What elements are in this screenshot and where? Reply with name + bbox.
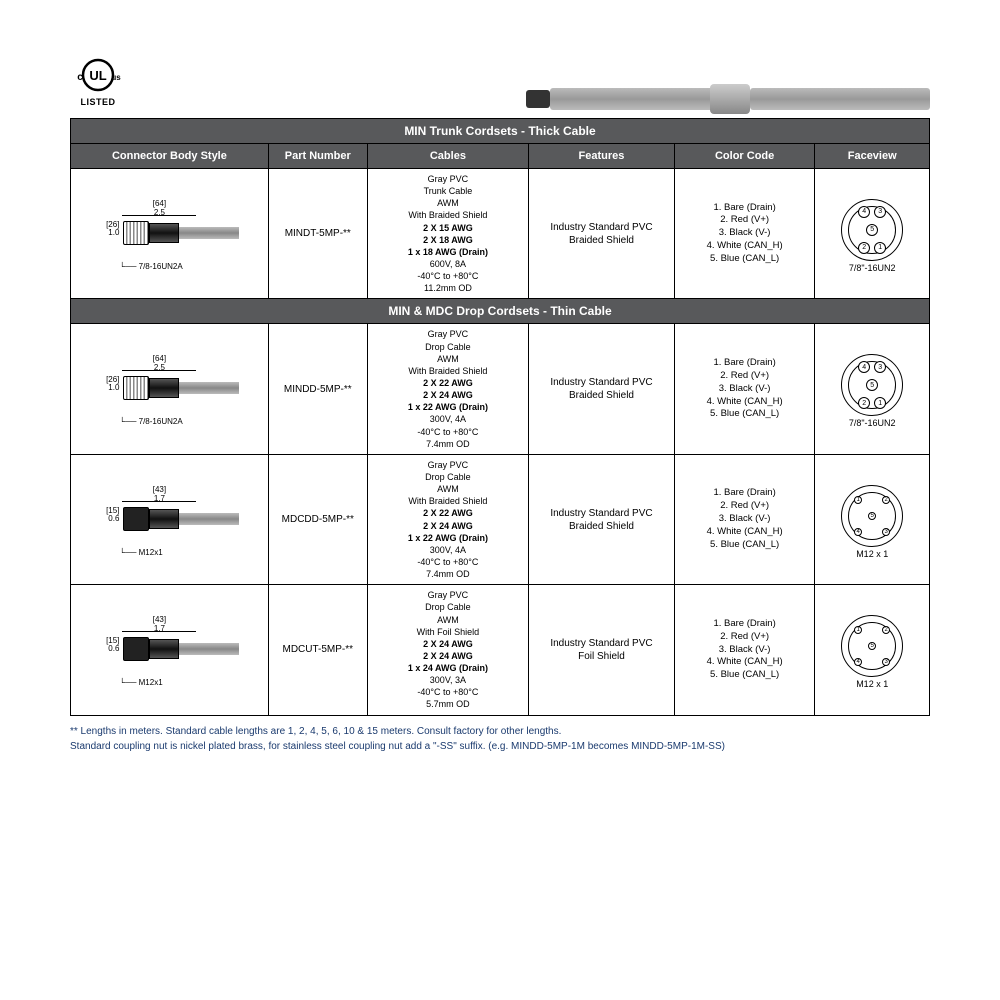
faceview-label: 7/8"-16UN2 [821,263,923,273]
ul-listed-logo: UL c us LISTED [70,54,126,110]
cordset-table: MIN Trunk Cordsets - Thick Cable Connect… [70,118,930,716]
page: UL c us LISTED MIN Trunk Cordsets - Thic… [70,0,930,754]
faceview-label: 7/8"-16UN2 [821,418,923,428]
col-cables: Cables [367,144,528,169]
cell-faceview: 1 2 5 4 3 M12 x 1 [815,454,930,584]
cell-body-style: [43]1.7 [15]0.6 └── M12x1 [71,454,269,584]
svg-text:UL: UL [89,68,106,83]
cell-color-code: 1. Bare (Drain)2. Red (V+)3. Black (V-)4… [674,585,815,715]
faceview-diagram: 4 3 5 2 1 [841,199,903,261]
faceview-label: M12 x 1 [821,549,923,559]
cell-cables: Gray PVCDrop CableAWMWith Foil Shield2 X… [367,585,528,715]
connector-drawing: [64]2.5 [26]1.0 └── 7/8-16UN2A [89,354,249,424]
cell-cables: Gray PVCDrop CableAWMWith Braided Shield… [367,324,528,454]
connector-drawing: [43]1.7 [15]0.6 └── M12x1 [89,615,249,685]
cell-body-style: [64]2.5 [26]1.0 └── 7/8-16UN2A [71,169,269,299]
cell-cables: Gray PVCTrunk CableAWMWith Braided Shiel… [367,169,528,299]
cell-part-number: MINDD-5MP-** [268,324,367,454]
connector-drawing: [64]2.5 [26]1.0 └── 7/8-16UN2A [89,199,249,269]
cell-part-number: MDCDD-5MP-** [268,454,367,584]
cell-color-code: 1. Bare (Drain)2. Red (V+)3. Black (V-)4… [674,169,815,299]
cell-cables: Gray PVCDrop CableAWMWith Braided Shield… [367,454,528,584]
col-faceview: Faceview [815,144,930,169]
cable-photo-large [750,88,930,110]
cell-faceview: 4 3 5 2 1 7/8"-16UN2 [815,169,930,299]
column-headers: Connector Body Style Part Number Cables … [71,144,930,169]
cell-color-code: 1. Bare (Drain)2. Red (V+)3. Black (V-)4… [674,454,815,584]
col-color-code: Color Code [674,144,815,169]
section-title: MIN Trunk Cordsets - Thick Cable [71,119,930,144]
section-title: MIN & MDC Drop Cordsets - Thin Cable [71,299,930,324]
col-part-number: Part Number [268,144,367,169]
footnote-2: Standard coupling nut is nickel plated b… [70,739,930,754]
cell-color-code: 1. Bare (Drain)2. Red (V+)3. Black (V-)4… [674,324,815,454]
cell-part-number: MDCUT-5MP-** [268,585,367,715]
col-features: Features [529,144,675,169]
section-title-row: MIN & MDC Drop Cordsets - Thin Cable [71,299,930,324]
cell-body-style: [64]2.5 [26]1.0 └── 7/8-16UN2A [71,324,269,454]
cell-faceview: 4 3 5 2 1 7/8"-16UN2 [815,324,930,454]
footnotes: ** Lengths in meters. Standard cable len… [70,724,930,754]
svg-text:us: us [111,73,121,82]
cell-faceview: 1 2 5 4 3 M12 x 1 [815,585,930,715]
table-row: [43]1.7 [15]0.6 └── M12x1 MDCUT-5MP-** G… [71,585,930,715]
cable-photo-small [550,88,730,110]
faceview-diagram: 4 3 5 2 1 [841,354,903,416]
table-row: [43]1.7 [15]0.6 └── M12x1 MDCDD-5MP-** G… [71,454,930,584]
cell-features: Industry Standard PVCFoil Shield [529,585,675,715]
header-cable-photos [550,88,930,110]
faceview-label: M12 x 1 [821,679,923,689]
cell-features: Industry Standard PVCBraided Shield [529,454,675,584]
cell-features: Industry Standard PVCBraided Shield [529,169,675,299]
cell-part-number: MINDT-5MP-** [268,169,367,299]
table-row: [64]2.5 [26]1.0 └── 7/8-16UN2A MINDD-5MP… [71,324,930,454]
faceview-diagram: 1 2 5 4 3 [841,485,903,547]
page-header: UL c us LISTED [70,40,930,110]
section-title-row: MIN Trunk Cordsets - Thick Cable [71,119,930,144]
connector-drawing: [43]1.7 [15]0.6 └── M12x1 [89,485,249,555]
footnote-1: ** Lengths in meters. Standard cable len… [70,724,930,739]
col-body-style: Connector Body Style [71,144,269,169]
cell-features: Industry Standard PVCBraided Shield [529,324,675,454]
svg-text:c: c [77,72,83,83]
faceview-diagram: 1 2 5 4 3 [841,615,903,677]
ul-listed-text: LISTED [80,97,115,107]
cell-body-style: [43]1.7 [15]0.6 └── M12x1 [71,585,269,715]
table-row: [64]2.5 [26]1.0 └── 7/8-16UN2A MINDT-5MP… [71,169,930,299]
